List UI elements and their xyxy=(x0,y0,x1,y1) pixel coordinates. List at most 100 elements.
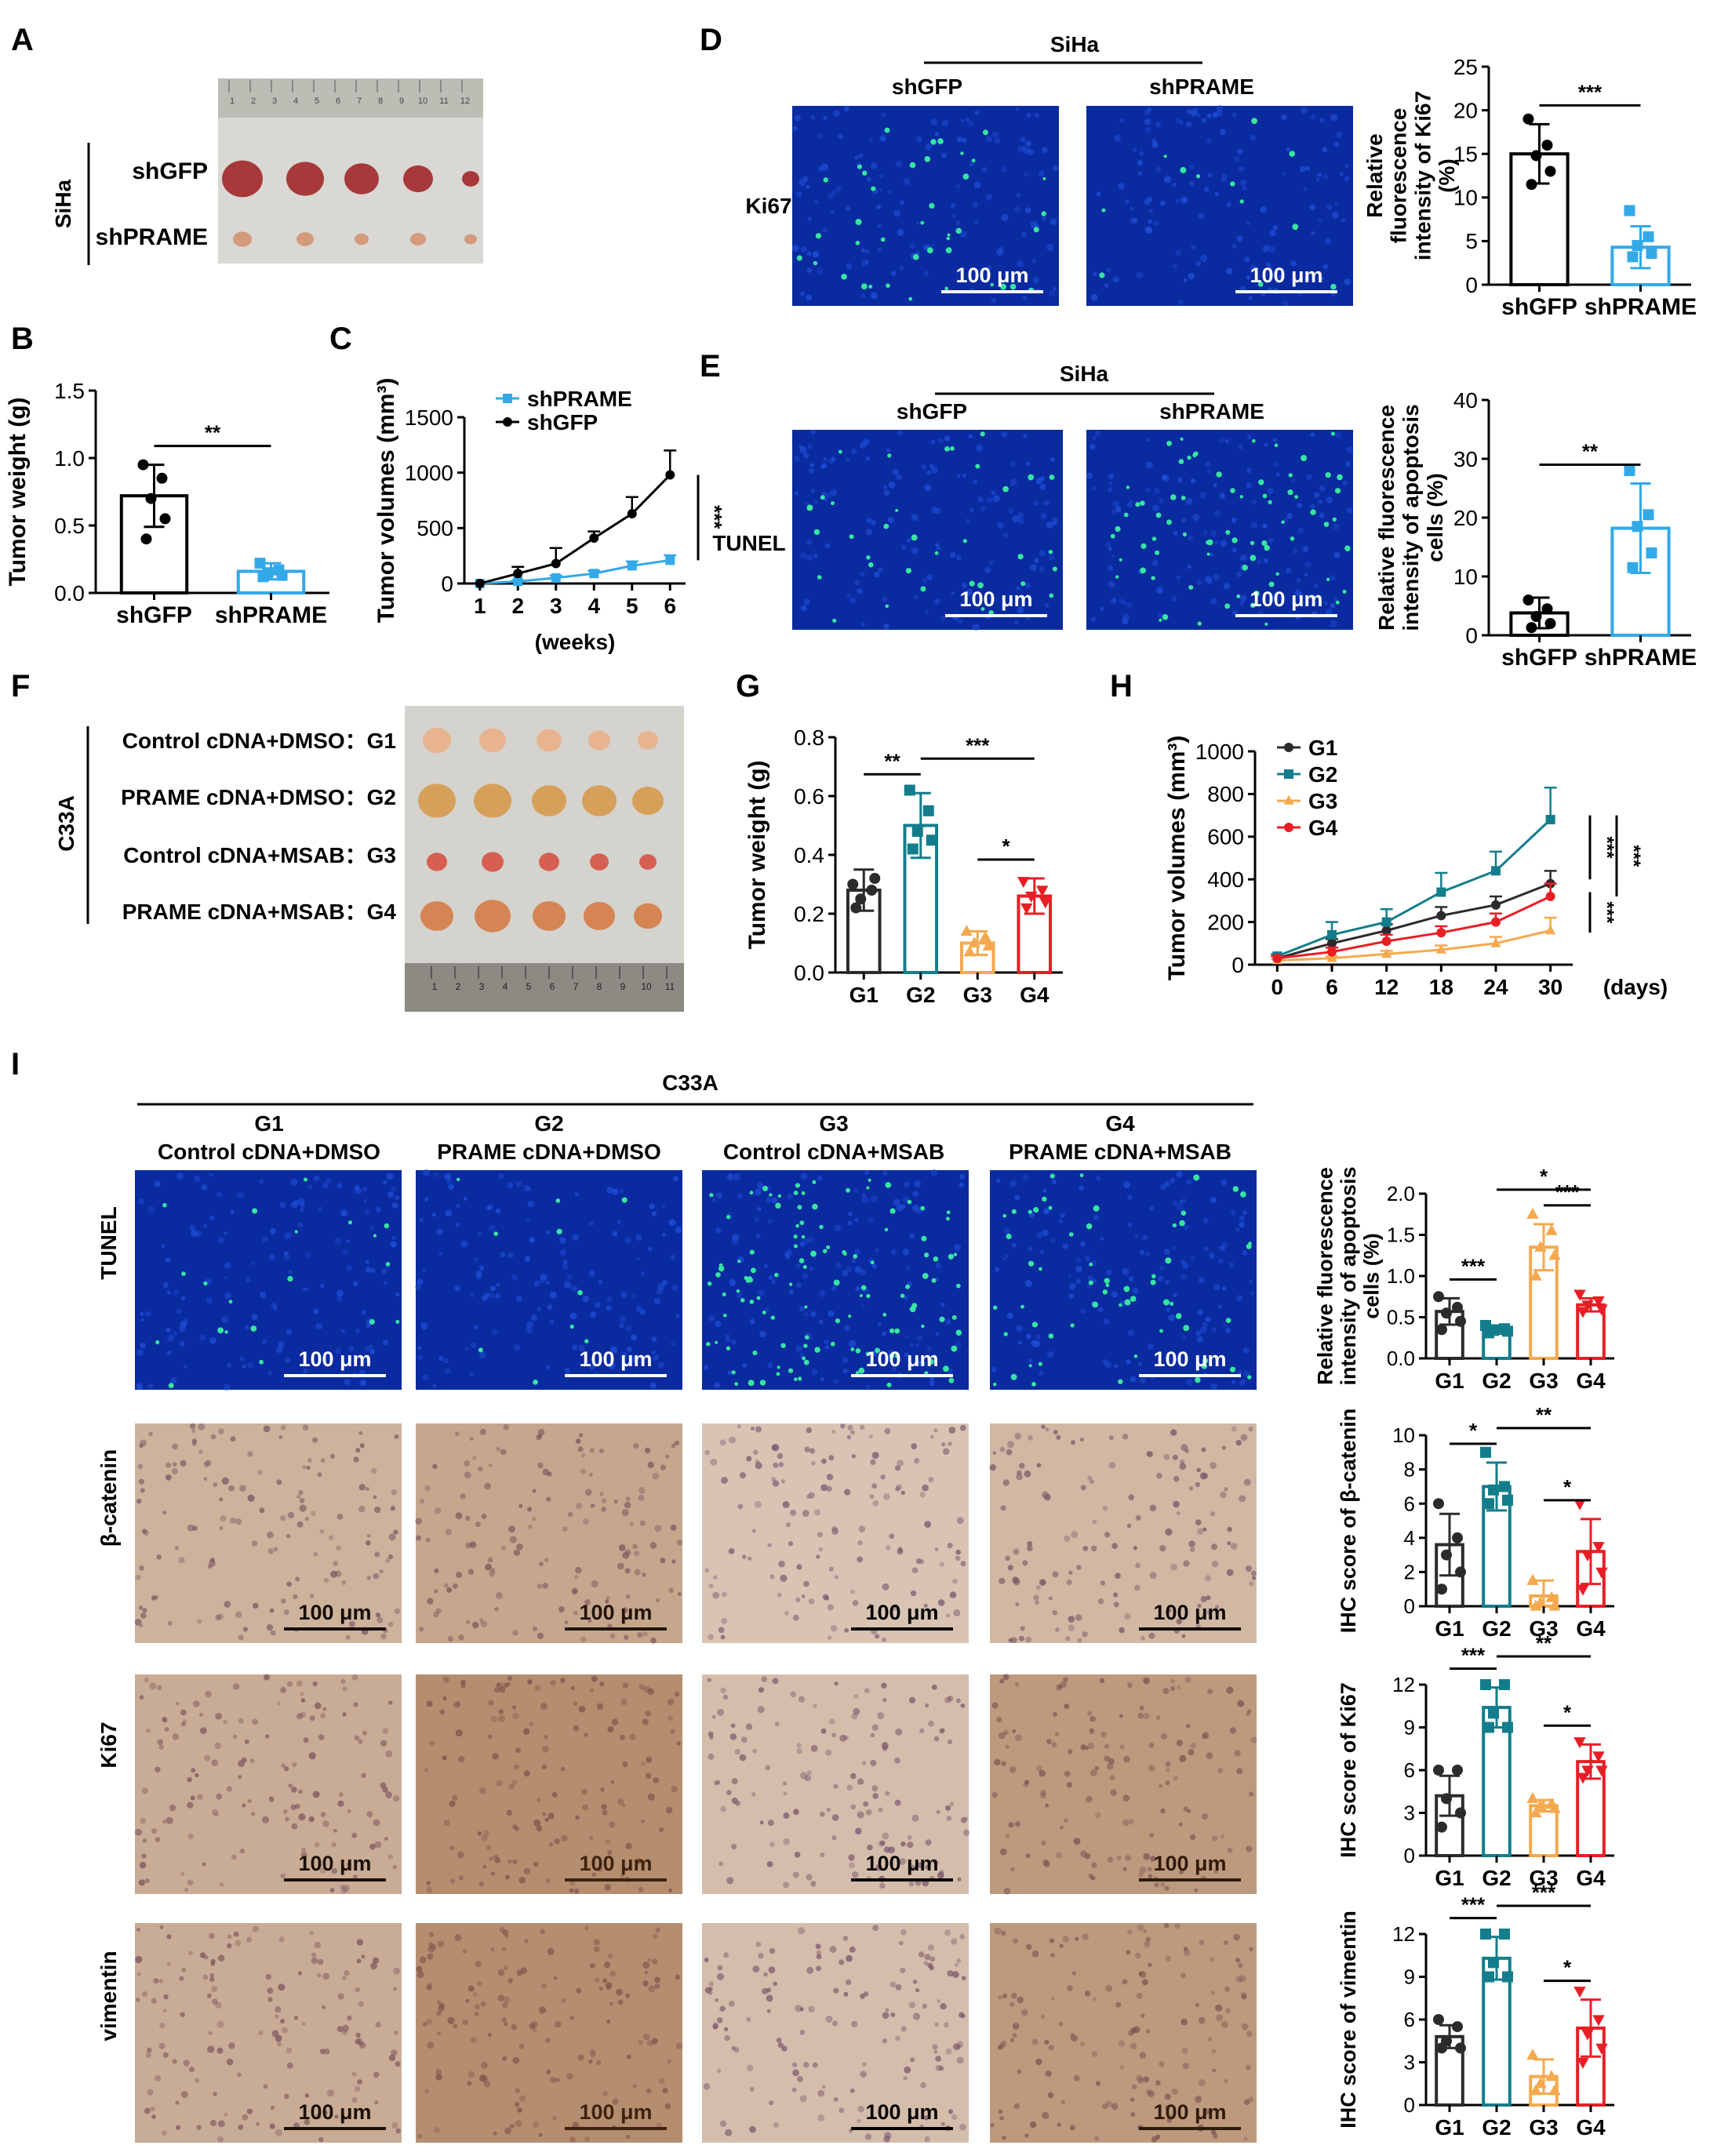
nucleus xyxy=(417,1354,424,1361)
nucleus xyxy=(342,1712,347,1717)
nucleus xyxy=(737,1193,743,1199)
nucleus xyxy=(1050,1238,1057,1243)
nucleus xyxy=(1075,1278,1081,1285)
nucleus xyxy=(1018,1463,1025,1469)
nucleus xyxy=(1137,171,1143,176)
nucleus xyxy=(318,1734,325,1741)
nucleus xyxy=(562,1263,569,1271)
nucleus xyxy=(540,1703,548,1711)
positive-cell xyxy=(993,1305,998,1311)
positive-cell xyxy=(1292,224,1299,231)
nucleus xyxy=(1020,1626,1025,1631)
nucleus xyxy=(591,1872,596,1877)
nucleus xyxy=(1197,1309,1204,1316)
nucleus xyxy=(1211,1327,1217,1332)
nucleus xyxy=(1015,586,1020,591)
nucleus xyxy=(487,1734,493,1740)
nucleus xyxy=(1130,217,1137,224)
nucleus xyxy=(391,1202,398,1209)
nucleus xyxy=(1010,460,1017,467)
positive-cell xyxy=(982,129,988,136)
ruler-number: 2 xyxy=(251,96,256,106)
panel-d-ki67-fluorescence: SiHa shGFP shPRAME Ki67 xyxy=(745,32,1253,218)
y-tick-label: 2.0 xyxy=(1387,1182,1415,1205)
nucleus xyxy=(1250,522,1257,529)
nucleus xyxy=(1188,272,1195,280)
positive-cell xyxy=(795,1223,799,1228)
nucleus xyxy=(647,1246,653,1252)
positive-cell xyxy=(921,1362,926,1365)
nucleus xyxy=(904,1352,909,1358)
data-point xyxy=(1530,611,1542,622)
nucleus xyxy=(313,1551,318,1557)
nucleus xyxy=(1251,499,1257,505)
data-point xyxy=(1433,1291,1444,1303)
nucleus xyxy=(415,1284,421,1291)
nucleus xyxy=(1246,434,1252,440)
data-point xyxy=(1441,1307,1452,1319)
nucleus xyxy=(1230,1543,1238,1550)
nucleus xyxy=(209,1336,216,1344)
x-axis-title: (weeks) xyxy=(535,630,616,654)
positive-cell xyxy=(1151,1274,1156,1279)
nucleus xyxy=(1147,219,1153,224)
nucleus xyxy=(962,473,967,478)
nucleus xyxy=(515,1747,521,1754)
nucleus xyxy=(1230,1210,1236,1216)
panel-i-col-g1: Control cDNA+DMSO xyxy=(158,1140,380,1164)
nucleus xyxy=(1055,1627,1060,1632)
nucleus xyxy=(784,1253,789,1257)
nucleus xyxy=(715,1227,722,1234)
significance-label: *** xyxy=(1461,1893,1486,1917)
nucleus xyxy=(670,1254,675,1260)
panel-a-tumor-photo: SiHa shGFP shPRAME 1 2 3 4 5 6 7 8 9 10 11 12 xyxy=(51,78,483,265)
nucleus xyxy=(1014,620,1019,624)
nucleus xyxy=(1184,1225,1189,1231)
nucleus xyxy=(718,1861,724,1867)
nucleus xyxy=(589,1688,595,1692)
nucleus xyxy=(871,1263,877,1269)
nucleus xyxy=(1103,1318,1110,1325)
nucleus xyxy=(931,507,938,514)
nucleus xyxy=(288,1783,293,1788)
nucleus xyxy=(490,1568,496,1572)
nucleus xyxy=(1027,1541,1033,1547)
nucleus xyxy=(1015,1602,1020,1607)
nucleus xyxy=(1075,1265,1082,1273)
nucleus xyxy=(1186,1179,1192,1185)
nucleus xyxy=(329,1453,336,1460)
panel-e-col-shgfp: shGFP xyxy=(897,399,967,424)
nucleus xyxy=(846,593,852,598)
nucleus xyxy=(658,1827,664,1833)
nucleus xyxy=(277,1701,281,1706)
nucleus xyxy=(481,1834,488,1842)
nucleus xyxy=(355,1448,361,1453)
positive-cell xyxy=(1188,584,1194,590)
positive-cell xyxy=(812,1180,817,1184)
data-point xyxy=(156,472,168,484)
nucleus xyxy=(455,1222,460,1227)
positive-cell xyxy=(830,1341,835,1347)
nucleus xyxy=(1104,1361,1112,1369)
nucleus xyxy=(820,1728,827,1734)
tumor-g2 xyxy=(632,787,664,815)
nucleus xyxy=(668,1587,674,1593)
nucleus xyxy=(1108,473,1115,480)
nucleus xyxy=(496,1447,500,1452)
positive-cell xyxy=(838,449,842,454)
nucleus xyxy=(527,1201,534,1208)
positive-cell xyxy=(842,1250,846,1255)
nucleus xyxy=(802,1273,809,1280)
nucleus xyxy=(478,1231,482,1236)
positive-cell xyxy=(802,1356,806,1361)
nucleus xyxy=(1239,1380,1245,1387)
nucleus xyxy=(481,1514,487,1519)
nucleus xyxy=(263,1425,271,1433)
nucleus xyxy=(551,1792,558,1798)
nucleus xyxy=(620,1699,628,1706)
panel-f-row-g1: Control cDNA+DMSO：G1 xyxy=(122,729,396,753)
data-point xyxy=(1643,509,1654,521)
data-point xyxy=(1643,231,1654,242)
positive-cell xyxy=(793,1234,798,1239)
positive-cell xyxy=(1039,1267,1042,1271)
